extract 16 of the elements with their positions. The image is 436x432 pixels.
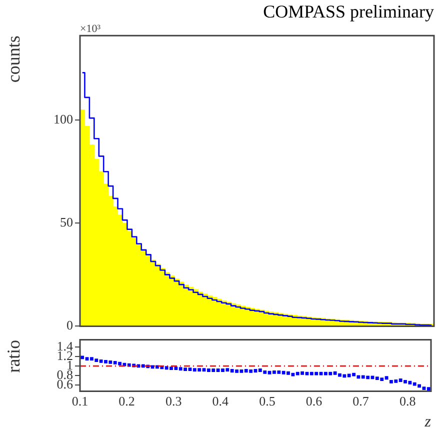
x-tick-label: 0.6 [306, 393, 323, 408]
x-tick-label: 0.2 [118, 393, 135, 408]
x-tick-label: 0.4 [212, 393, 230, 408]
y-axis-title: counts [4, 36, 24, 83]
x-tick-label: 0.7 [352, 393, 370, 408]
x-tick-label: 0.3 [165, 393, 182, 408]
x-axis-title: z [424, 414, 432, 431]
y-tick-label: 50 [60, 214, 73, 230]
chart-title: COMPASS preliminary [263, 2, 434, 22]
y-axis-title: ratio [4, 340, 24, 373]
x-tick-label: 0.1 [72, 393, 88, 408]
y-tick-label: 0 [66, 318, 73, 333]
y-tick-label: 100 [54, 112, 73, 127]
x-tick-label: 0.8 [399, 393, 416, 408]
x-tick-label: 0.5 [259, 393, 276, 408]
text: ×10³ [80, 22, 102, 35]
